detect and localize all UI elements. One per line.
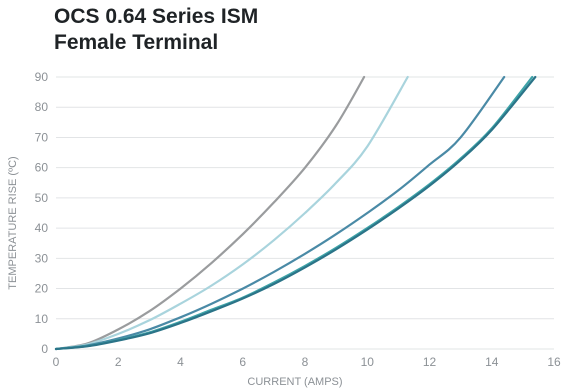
series-line-3: [54, 75, 506, 351]
series-lines: [54, 75, 537, 351]
y-tick-label: 90: [35, 70, 49, 84]
y-tick-label: 70: [35, 130, 49, 144]
y-tick-label: 40: [35, 221, 49, 235]
x-tick-label: 6: [239, 355, 246, 369]
x-tick-label: 14: [485, 355, 499, 369]
y-tick-label: 50: [35, 191, 49, 205]
series-line-1: [54, 75, 366, 351]
y-axis-ticks: 0 10 20 30 40 50 60 70 80 90: [35, 70, 49, 356]
y-tick-label: 10: [35, 312, 49, 326]
y-tick-label: 20: [35, 282, 49, 296]
y-tick-label: 60: [35, 161, 49, 175]
y-tick-label: 30: [35, 251, 49, 265]
x-tick-label: 10: [361, 355, 375, 369]
x-axis-title: CURRENT (AMPS): [247, 376, 342, 388]
y-axis-title: TEMPERATURE RISE (ºC): [7, 156, 19, 289]
x-tick-label: 12: [423, 355, 437, 369]
x-tick-label: 8: [302, 355, 309, 369]
x-tick-label: 2: [115, 355, 122, 369]
y-tick-label: 0: [41, 342, 48, 356]
series-line-5: [54, 75, 537, 351]
chart-title-line-1: OCS 0.64 Series ISM: [54, 5, 259, 28]
x-tick-label: 16: [547, 355, 561, 369]
series-line-2: [54, 75, 409, 351]
x-tick-label: 4: [177, 355, 184, 369]
series-line-4: [54, 75, 534, 351]
x-axis-ticks: 0 2 4 6 8 10 12 14 16: [53, 355, 561, 369]
x-tick-label: 0: [53, 355, 60, 369]
y-tick-label: 80: [35, 100, 49, 114]
chart-title-line-2: Female Terminal: [54, 31, 219, 54]
chart-title: OCS 0.64 Series ISM Female Terminal: [54, 4, 258, 56]
